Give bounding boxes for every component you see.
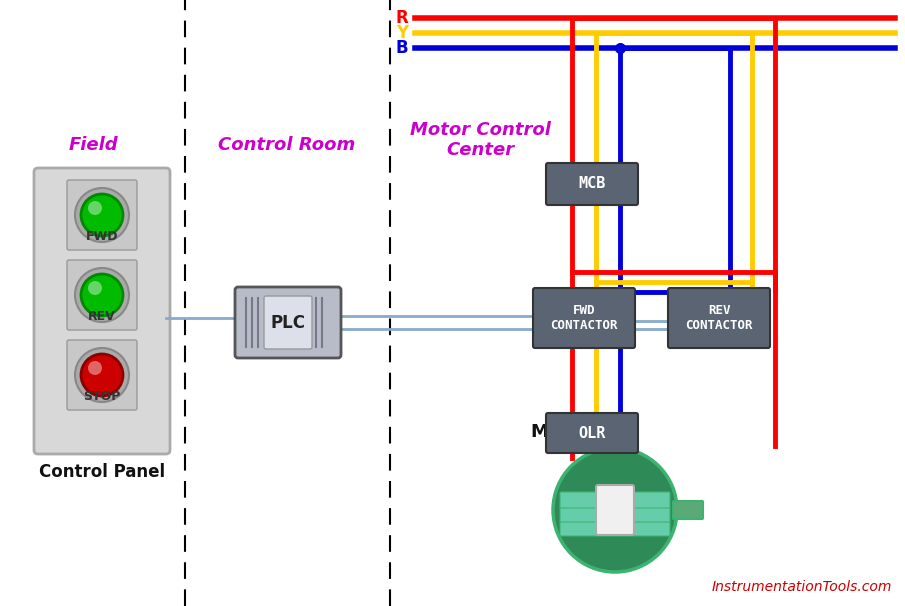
Text: Field: Field — [68, 136, 118, 154]
Text: STOP: STOP — [83, 390, 120, 404]
FancyBboxPatch shape — [67, 340, 137, 410]
FancyBboxPatch shape — [67, 260, 137, 330]
Circle shape — [88, 281, 102, 295]
Text: REV
CONTACTOR: REV CONTACTOR — [685, 304, 753, 332]
Circle shape — [75, 348, 129, 402]
FancyBboxPatch shape — [560, 492, 670, 508]
Circle shape — [75, 268, 129, 322]
Text: FWD: FWD — [86, 230, 119, 244]
FancyBboxPatch shape — [34, 168, 170, 454]
FancyBboxPatch shape — [546, 163, 638, 205]
Text: Motor Control
Center: Motor Control Center — [410, 121, 550, 159]
Text: Control Room: Control Room — [218, 136, 356, 154]
FancyBboxPatch shape — [533, 288, 635, 348]
FancyBboxPatch shape — [546, 413, 638, 453]
Text: Y: Y — [395, 24, 408, 42]
FancyBboxPatch shape — [67, 180, 137, 250]
FancyBboxPatch shape — [560, 506, 670, 522]
FancyBboxPatch shape — [668, 288, 770, 348]
Text: InstrumentationTools.com: InstrumentationTools.com — [711, 580, 892, 594]
Circle shape — [553, 448, 677, 572]
FancyBboxPatch shape — [673, 501, 703, 519]
Text: MCB: MCB — [578, 176, 605, 191]
Text: FWD
CONTACTOR: FWD CONTACTOR — [550, 304, 618, 332]
Text: Control Panel: Control Panel — [39, 463, 165, 481]
Text: B: B — [395, 39, 408, 57]
Circle shape — [81, 194, 123, 236]
Circle shape — [81, 274, 123, 316]
Circle shape — [88, 361, 102, 375]
Text: OLR: OLR — [578, 425, 605, 441]
Circle shape — [81, 354, 123, 396]
FancyBboxPatch shape — [264, 296, 312, 349]
Text: PLC: PLC — [271, 313, 306, 331]
Text: R: R — [395, 9, 408, 27]
Circle shape — [88, 201, 102, 215]
FancyBboxPatch shape — [560, 520, 670, 536]
Text: Motor: Motor — [530, 423, 590, 441]
FancyBboxPatch shape — [235, 287, 341, 358]
Circle shape — [75, 188, 129, 242]
FancyBboxPatch shape — [596, 485, 634, 535]
Text: REV: REV — [88, 310, 116, 324]
